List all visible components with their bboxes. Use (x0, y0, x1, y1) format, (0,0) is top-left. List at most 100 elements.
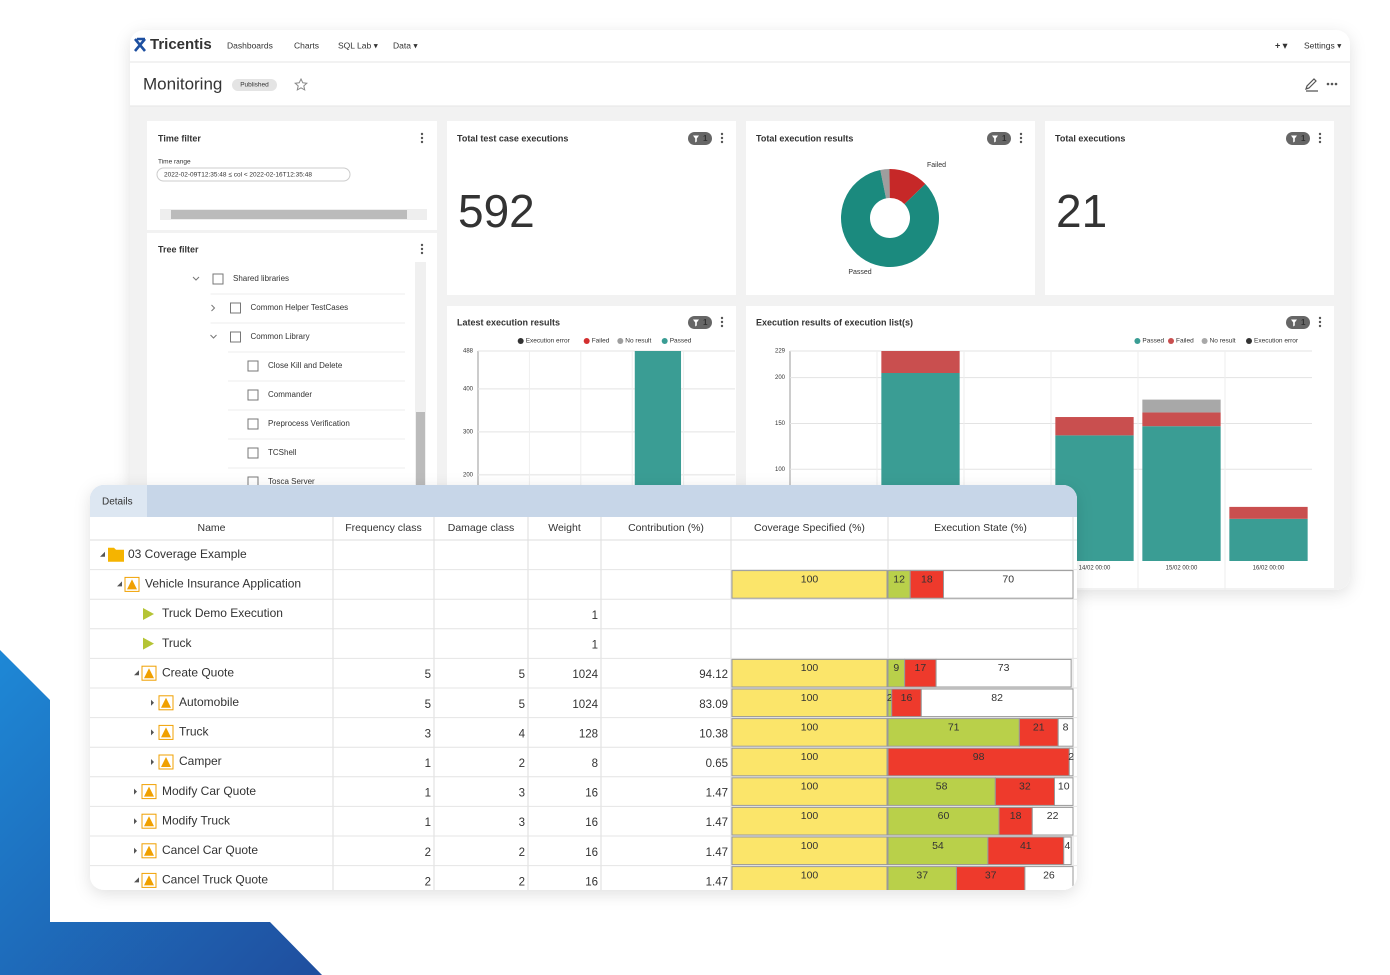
nav-link[interactable]: Charts (294, 40, 319, 50)
column-header[interactable]: Coverage Specified (%) (754, 522, 865, 534)
filter-badge[interactable] (688, 316, 712, 329)
row-expand[interactable] (151, 729, 154, 736)
checkbox[interactable] (247, 360, 259, 372)
legend-label[interactable]: No result (625, 338, 651, 345)
legend-dot[interactable] (1246, 338, 1252, 344)
checkbox[interactable] (247, 389, 259, 401)
checkbox[interactable] (247, 418, 259, 430)
checkbox[interactable] (212, 273, 224, 285)
expand-arrow[interactable] (210, 334, 217, 339)
coverage-label: 100 (801, 869, 819, 881)
legend-dot[interactable] (1168, 338, 1174, 344)
nav-link[interactable]: Dashboards (227, 40, 273, 50)
filter-icon (992, 135, 998, 143)
panel-title: Tree filter (158, 244, 199, 254)
row-expand[interactable] (134, 877, 139, 883)
legend-dot[interactable] (617, 338, 624, 344)
legend-dot[interactable] (661, 338, 668, 344)
cell-number: 1 (592, 610, 598, 622)
panel-title: Latest execution results (457, 317, 560, 327)
row-expand[interactable] (134, 818, 137, 825)
header-row (90, 517, 1077, 540)
expand-arrow[interactable] (192, 276, 200, 281)
filter-count: 1 (703, 318, 708, 327)
filter-badge[interactable] (987, 132, 1011, 145)
tab[interactable] (90, 485, 147, 517)
filter-badge[interactable] (688, 132, 712, 145)
row-expand[interactable] (151, 699, 154, 706)
panel-title: Total executions (1055, 133, 1125, 143)
nav-link[interactable]: SQL Lab ▾ (338, 40, 379, 50)
checkbox[interactable] (230, 302, 241, 314)
column-header[interactable]: Execution State (%) (934, 522, 1027, 534)
warn-icon (144, 816, 154, 827)
legend-label[interactable]: Execution error (1254, 338, 1299, 345)
legend-dot[interactable] (583, 338, 590, 344)
cell-number: 2 (519, 758, 525, 770)
checkbox[interactable] (230, 331, 241, 343)
cell-number: 2 (425, 847, 431, 859)
range-value: 2022-02-09T12:35:48 ≤ col < 2022-02-16T1… (164, 172, 312, 179)
legend-label[interactable]: Failed (1176, 338, 1194, 345)
legend-dot[interactable] (1134, 338, 1141, 344)
cell-number: 5 (519, 669, 525, 681)
settings-menu[interactable]: Settings ▾ (1304, 40, 1342, 50)
warn-icon (144, 668, 154, 679)
column-header[interactable]: Damage class (448, 522, 515, 534)
details-table: Details Name Frequency class Damage class We… (90, 485, 1077, 890)
coverage-label: 100 (801, 721, 819, 733)
coverage-bar (731, 777, 888, 806)
cell-number: 0.65 (706, 758, 728, 770)
row-name: Vehicle Insurance Application (145, 577, 301, 591)
expand-arrow[interactable] (211, 304, 216, 312)
row-expand[interactable] (117, 581, 122, 587)
execution-label: 2 (887, 692, 893, 704)
execution-segment (920, 688, 1074, 718)
edit-icon[interactable] (1305, 78, 1318, 92)
kebab-dot (1318, 324, 1322, 328)
cell-number: 16 (585, 876, 598, 888)
legend-label[interactable]: Failed (592, 338, 610, 345)
legend-dot[interactable] (1201, 338, 1208, 344)
coverage-bar (731, 747, 888, 777)
y-tick-label: 100 (775, 467, 786, 473)
background-shape (0, 650, 322, 975)
tree-scroll-thumb[interactable] (416, 412, 425, 492)
kebab-dot (720, 320, 724, 324)
nav-link[interactable]: Data ▾ (393, 40, 418, 50)
legend-label[interactable]: Passed (670, 338, 692, 345)
scroll-thumb[interactable] (171, 210, 407, 219)
folder-icon (108, 547, 124, 562)
filter-count: 1 (1002, 134, 1007, 143)
coverage-label: 100 (801, 573, 819, 585)
legend-label[interactable]: Passed (1142, 338, 1164, 345)
column-header[interactable]: Weight (548, 522, 581, 534)
y-tick-label: 300 (463, 429, 474, 435)
legend-label[interactable]: Execution error (526, 338, 571, 345)
filter-badge[interactable] (1286, 316, 1310, 329)
add-menu[interactable]: + ▾ (1275, 40, 1288, 50)
column-header[interactable]: Frequency class (345, 522, 421, 534)
row-expand[interactable] (151, 759, 154, 765)
panel (1045, 121, 1334, 295)
execution-label: 4 (1065, 840, 1071, 852)
legend-dot[interactable] (517, 338, 524, 344)
cell-number: 1.47 (706, 876, 728, 888)
tree-item: Tosca Server (268, 477, 315, 486)
execution-segment (1063, 836, 1072, 866)
coverage-label: 100 (801, 840, 819, 852)
row-expand[interactable] (134, 788, 137, 795)
execution-segment (935, 658, 1072, 688)
row-expand[interactable] (134, 847, 137, 854)
filter-badge[interactable] (1286, 132, 1310, 145)
cell-number: 5 (519, 699, 525, 711)
checkbox[interactable] (247, 447, 259, 459)
row-expand[interactable] (100, 551, 105, 557)
row-expand[interactable] (134, 670, 139, 676)
legend-label[interactable]: No result (1210, 338, 1236, 345)
column-header[interactable]: Name (197, 522, 225, 534)
execution-segment (1068, 747, 1074, 777)
star-icon[interactable] (294, 77, 308, 91)
column-header[interactable]: Contribution (%) (628, 522, 704, 534)
kebab-dot (1318, 320, 1322, 324)
